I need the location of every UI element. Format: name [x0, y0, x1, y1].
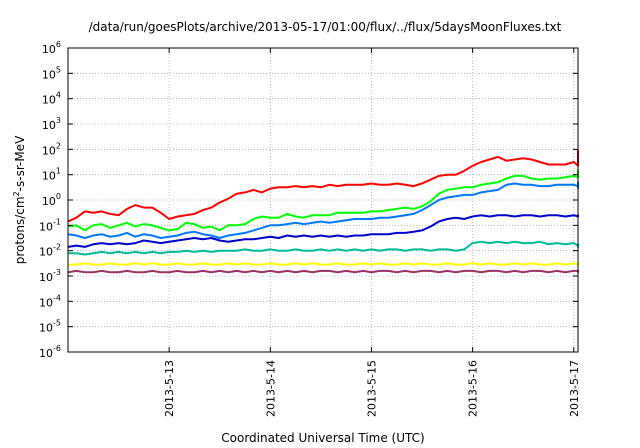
series-line-1: [67, 149, 579, 223]
grid: [68, 48, 578, 352]
series-line-5: [68, 240, 579, 256]
y-tick-label: 105: [42, 65, 61, 81]
y-tick-base: 10: [39, 322, 53, 335]
y-tick-exp: -3: [53, 268, 61, 277]
y-tick-exp: -2: [53, 243, 61, 252]
y-tick-label: 10-6: [39, 344, 61, 360]
y-tick-label: 101: [42, 167, 61, 183]
series-group: [67, 149, 579, 274]
series-line-3: [67, 181, 579, 239]
y-tick-label: 103: [42, 116, 61, 132]
y-tick-base: 10: [42, 94, 56, 107]
y-axis-label-post: -s-sr-MeV: [13, 135, 27, 191]
y-tick-base: 10: [42, 119, 56, 132]
y-tick-base: 10: [42, 195, 56, 208]
y-tick-exp: 5: [56, 65, 61, 74]
y-tick-label: 10-4: [39, 293, 61, 309]
y-tick-base: 10: [39, 347, 53, 360]
y-tick-exp: -1: [53, 217, 61, 226]
series-line-7: [67, 269, 579, 274]
y-tick-label: 10-1: [39, 217, 61, 233]
y-tick-base: 10: [39, 296, 53, 309]
x-tick-label: 2013-5-15: [365, 360, 378, 417]
y-tick-label: 10-2: [39, 243, 61, 259]
y-tick-base: 10: [39, 246, 53, 259]
y-tick-exp: 3: [56, 116, 61, 125]
series-line-2: [67, 169, 579, 232]
y-tick-base: 10: [42, 68, 56, 81]
x-axis-label: Coordinated Universal Time (UTC): [221, 431, 424, 445]
x-tick-label: 2013-5-14: [264, 360, 277, 417]
y-tick-label: 10-3: [39, 268, 61, 284]
y-tick-label: 10-5: [39, 319, 61, 335]
y-axis: 10610510410310210110010-110-210-310-410-…: [39, 40, 578, 360]
y-tick-base: 10: [42, 43, 56, 56]
y-tick-label: 100: [42, 192, 61, 208]
y-tick-label: 102: [42, 141, 61, 157]
x-tick-label: 2013-5-16: [467, 360, 480, 417]
y-tick-exp: -4: [53, 293, 61, 302]
series-line-4: [67, 214, 579, 248]
y-axis-label-sup: 2: [12, 191, 21, 196]
y-axis-label: protons/cm2-s-sr-MeV: [12, 135, 27, 264]
y-tick-exp: -5: [53, 319, 61, 328]
y-tick-exp: 0: [56, 192, 61, 201]
y-tick-exp: -6: [53, 344, 61, 353]
y-axis-label-pre: protons/cm: [13, 196, 27, 264]
x-tick-label: 2013-5-13: [163, 360, 176, 417]
chart-title: /data/run/goesPlots/archive/2013-05-17/0…: [89, 20, 562, 34]
series-line-6: [68, 262, 579, 266]
y-tick-label: 104: [42, 91, 61, 107]
y-tick-exp: 2: [56, 141, 61, 150]
y-tick-exp: 1: [56, 167, 61, 176]
x-axis: 2013-5-13 2013-5-14 2013-5-15 2013-5-16 2013…: [163, 48, 581, 417]
y-tick-label: 106: [42, 40, 61, 56]
y-tick-base: 10: [39, 220, 53, 233]
y-tick-exp: 4: [56, 91, 61, 100]
y-tick-exp: 6: [56, 40, 61, 49]
x-tick-label: 2013-5-17: [568, 360, 581, 417]
y-tick-base: 10: [42, 144, 56, 157]
y-tick-base: 10: [42, 170, 56, 183]
y-tick-base: 10: [39, 271, 53, 284]
